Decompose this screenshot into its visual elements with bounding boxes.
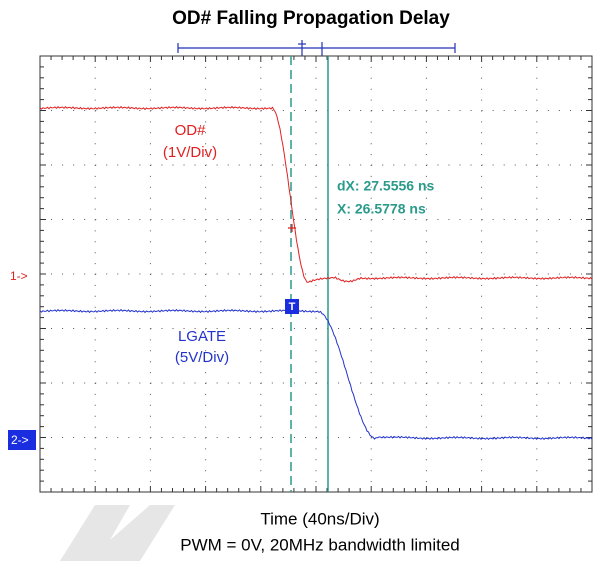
ch2-marker-box [8,430,36,450]
trigger-marker: T [289,301,296,313]
ch2-marker: 2-> [11,433,29,447]
ch2-label: LGATE [178,328,226,345]
title: OD# Falling Propagation Delay [172,8,450,29]
cursor-x: X: 26.5778 ns [337,201,426,217]
frame [39,55,593,493]
graticule [39,55,593,493]
ch1-label: OD# [175,122,207,139]
trigger-box [285,299,299,314]
lgate-waveform [39,308,593,440]
footer-note: PWM = 0V, 20MHz bandwidth limited [180,535,460,554]
ch1-marker: 1-> [10,269,28,283]
od-waveform [39,105,593,283]
cursor-range [177,40,456,56]
cursor-dx: dX: 27.5556 ns [337,178,434,194]
ch1-scale: (1V/Div) [163,144,217,161]
cursor-crosshair [288,224,296,232]
ch2-scale: (5V/Div) [175,349,229,366]
time-scale: Time (40ns/Div) [260,509,379,528]
watermark [60,505,175,561]
